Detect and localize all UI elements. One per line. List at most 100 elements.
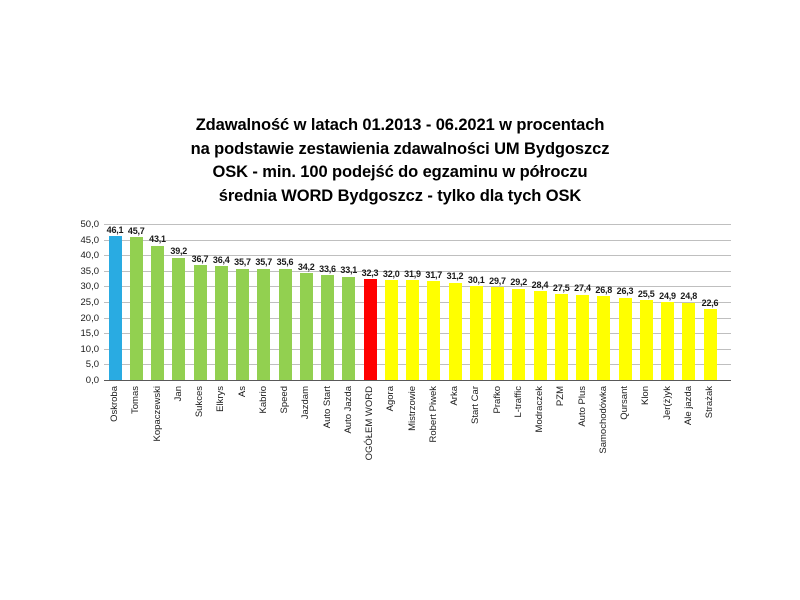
category-axis-label: Agora xyxy=(385,386,397,412)
bar-value-label: 39,2 xyxy=(170,246,188,257)
bar xyxy=(597,296,611,380)
x-axis-line xyxy=(104,380,731,381)
bar-value-label: 31,2 xyxy=(446,271,464,282)
bar-value-label: 26,3 xyxy=(616,286,634,297)
bar-value-label: 46,1 xyxy=(106,224,124,235)
category-axis-label: Arka xyxy=(449,386,460,406)
bar-value-label: 43,1 xyxy=(149,234,166,245)
bar-value-label: 24,9 xyxy=(659,290,676,301)
bar xyxy=(129,237,143,380)
bar xyxy=(512,288,526,380)
bar-value-label: 31,7 xyxy=(425,269,443,280)
bar xyxy=(384,280,398,380)
bar-value-label: 35,6 xyxy=(276,257,294,268)
category-axis-label: Sukces xyxy=(194,386,205,418)
bar xyxy=(214,266,228,380)
bar xyxy=(576,294,589,380)
bar-value-label: 24,8 xyxy=(680,291,698,302)
gridline xyxy=(104,255,731,257)
y-axis-tick-label: 30,0 xyxy=(80,281,100,293)
bar xyxy=(618,297,632,380)
bar-value-label: 35,7 xyxy=(234,257,251,268)
bar-value-label: 29,2 xyxy=(510,277,528,288)
category-axis-label: Kopaczewski xyxy=(151,386,163,442)
category-axis-label: As xyxy=(236,386,248,398)
bar xyxy=(363,279,377,380)
category-axis-label: Ale jazda xyxy=(682,386,694,426)
bar xyxy=(172,257,186,380)
category-axis-label: Oskroba xyxy=(109,386,120,422)
category-axis-label: Kabrio xyxy=(257,386,269,414)
category-axis-label: Strażak xyxy=(704,386,715,419)
category-axis-label: Auto Plus xyxy=(576,386,588,427)
bar-value-label: 32,0 xyxy=(382,268,400,279)
bar-value-label: 28,4 xyxy=(531,279,549,290)
bar xyxy=(491,287,504,380)
gridline xyxy=(104,270,731,272)
bar xyxy=(554,294,568,380)
category-axis-label: Elkrys xyxy=(215,386,227,412)
bar-value-label: 30,1 xyxy=(467,274,485,285)
y-axis-tick-label: 10,0 xyxy=(80,343,100,355)
chart-title: Zdawalność w latach 01.2013 - 06.2021 w … xyxy=(0,114,800,208)
y-axis-tick-label: 5,0 xyxy=(85,359,99,371)
y-axis-tick-label: 45,0 xyxy=(80,234,100,246)
category-axis-label: Jer(ż)yk xyxy=(661,386,673,420)
bar-value-label: 34,2 xyxy=(297,261,315,272)
y-axis-tick-label: 50,0 xyxy=(80,219,100,230)
category-axis-label: Jazdam xyxy=(300,386,312,420)
bar-value-label: 45,7 xyxy=(127,225,145,236)
category-axis-label: Speed xyxy=(279,386,290,414)
y-axis-tick-label: 40,0 xyxy=(80,250,100,262)
category-axis-label: PZM xyxy=(555,386,567,407)
bar-value-label: 36,4 xyxy=(212,254,230,265)
bar xyxy=(342,276,356,380)
bar xyxy=(682,302,696,380)
gridline xyxy=(104,239,731,241)
bar xyxy=(236,268,249,380)
y-axis-tick-label: 25,0 xyxy=(80,297,100,308)
gridline xyxy=(104,224,731,225)
category-axis-label: Robert Piwek xyxy=(427,386,439,443)
bar-value-label: 33,1 xyxy=(340,265,358,276)
bar xyxy=(278,268,292,380)
bar xyxy=(406,280,419,380)
category-axis-label: L-traffic xyxy=(512,386,524,418)
bar-value-label: 36,7 xyxy=(191,253,209,264)
bar xyxy=(299,273,313,380)
bar xyxy=(533,291,547,380)
category-axis-label: Klon xyxy=(640,386,652,406)
category-axis-label: Start Car xyxy=(470,386,482,425)
bar xyxy=(108,236,122,380)
bar-value-label: 33,6 xyxy=(319,263,336,274)
category-axis-label: Prafko xyxy=(491,386,503,414)
bar xyxy=(639,300,653,380)
bar-value-label: 27,5 xyxy=(552,282,570,293)
y-axis-tick-label: 15,0 xyxy=(80,328,100,340)
bar xyxy=(427,281,441,380)
bar-value-label: 35,7 xyxy=(255,257,273,268)
chart-title-line-4: średnia WORD Bydgoszcz - tylko dla tych … xyxy=(218,186,582,205)
bar xyxy=(703,309,717,380)
category-axis-label: Auto Jazda xyxy=(342,386,354,434)
chart-title-line-1: Zdawalność w latach 01.2013 - 06.2021 w … xyxy=(195,116,605,134)
bar xyxy=(469,286,483,380)
chart-title-line-2: na podstawie zestawienia zdawalności UM … xyxy=(190,139,610,158)
chart-title-line-3: OSK - min. 100 podejść do egzaminu w pół… xyxy=(212,163,588,181)
bar xyxy=(257,268,271,380)
bar-value-label: 22,6 xyxy=(701,297,719,308)
category-axis-label: Samochodówka xyxy=(597,386,609,454)
category-axis-label: Tomas xyxy=(130,386,142,414)
bar xyxy=(448,282,462,380)
bar-value-label: 27,4 xyxy=(574,283,591,293)
category-axis-label: Modraczek xyxy=(534,386,545,433)
category-axis-label: Jan xyxy=(172,386,184,402)
bar xyxy=(661,302,674,380)
bar-value-label: 25,5 xyxy=(637,288,655,299)
category-axis-label: OGÓŁEM WORD xyxy=(364,386,375,461)
category-axis-label: Auto Start xyxy=(321,386,333,429)
bar-value-label: 26,8 xyxy=(595,284,613,295)
y-axis-tick-label: 35,0 xyxy=(80,265,100,277)
